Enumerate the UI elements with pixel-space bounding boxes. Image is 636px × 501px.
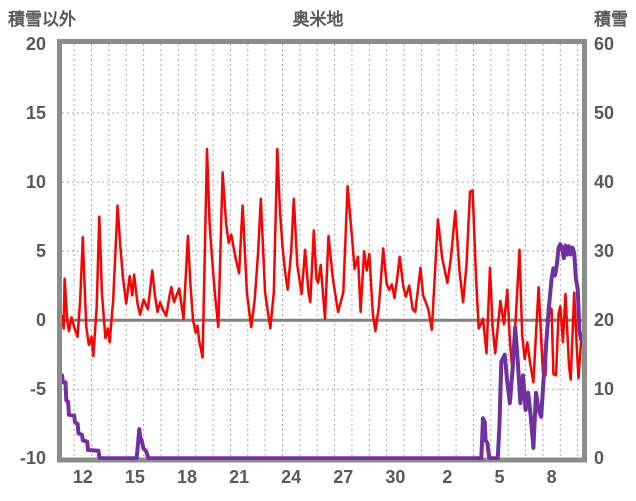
x-axis-tick-18: 18 (176, 467, 198, 487)
x-axis-tick-5: 5 (494, 467, 505, 487)
right-axis-title: 積雪 (594, 10, 628, 29)
right-axis-tick-50: 50 (594, 103, 615, 124)
x-axis-tick-12: 12 (72, 467, 93, 487)
left-axis-title: 積雪以外 (8, 10, 76, 29)
left-axis-tick-10: 10 (25, 172, 46, 193)
left-axis-tick-0: 0 (35, 310, 46, 331)
left-axis-tick-5: 5 (35, 241, 46, 262)
x-axis-tick-2: 2 (442, 467, 453, 487)
x-axis-tick-15: 15 (124, 467, 145, 487)
x-axis-tick-21: 21 (229, 467, 250, 487)
right-axis-tick-20: 20 (594, 310, 615, 331)
right-axis-tick-0: 0 (594, 448, 605, 469)
right-axis-tick-10: 10 (594, 379, 615, 400)
right-axis-tick-40: 40 (594, 172, 615, 193)
x-axis-tick-8: 8 (546, 467, 557, 487)
left-axis-tick-20: 20 (25, 34, 46, 54)
x-axis-tick-27: 27 (333, 467, 354, 487)
temperature-line (62, 147, 582, 384)
right-axis-tick-60: 60 (594, 34, 615, 54)
left-axis-tick--5: -5 (29, 379, 46, 400)
x-axis-tick-30: 30 (385, 467, 406, 487)
left-axis-tick--10: -10 (19, 448, 46, 469)
x-axis-tick-24: 24 (281, 467, 302, 487)
left-axis-tick-15: 15 (25, 103, 46, 124)
right-axis-tick-30: 30 (594, 241, 615, 262)
chart-title: 奥米地 (292, 10, 344, 29)
snow-depth-line (62, 242, 582, 460)
